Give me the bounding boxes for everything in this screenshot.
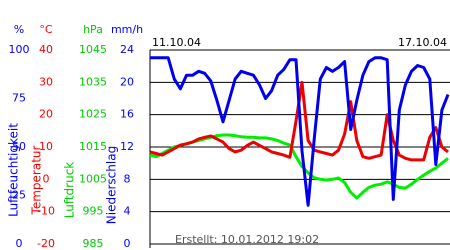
axis-unit: %	[14, 23, 24, 36]
y-tick-label: -10	[37, 205, 55, 218]
y-tick-label: 995	[83, 205, 104, 218]
y-tick-label: 24	[120, 43, 134, 56]
y-tick-label: 4	[124, 205, 131, 218]
footer: Erstellt: 10.01.2012 19:02	[175, 233, 319, 246]
axis-unit: °C	[39, 23, 53, 36]
y-tick-label: 20	[120, 75, 134, 88]
y-tick-label: -20	[37, 237, 55, 250]
y-tick-label: 0	[124, 237, 131, 250]
axis-title: Niederschlag	[105, 146, 119, 224]
y-tick-label: 30	[39, 75, 53, 88]
y-tick-label: 75	[12, 92, 26, 105]
axis-unit: hPa	[83, 23, 103, 36]
axis-title: Luftdruck	[63, 162, 77, 219]
y-tick-label: 0	[43, 172, 50, 185]
y-tick-label: 12	[120, 140, 134, 153]
end-date: 17.10.04	[398, 36, 447, 49]
y-tick-label: 40	[39, 43, 53, 56]
y-tick-label: 1025	[79, 108, 107, 121]
y-tick-label: 16	[120, 108, 134, 121]
y-tick-label: 1005	[79, 172, 107, 185]
start-date: 11.10.04	[152, 36, 201, 49]
y-tick-label: 1035	[79, 75, 107, 88]
axis-title: Temperatur	[30, 145, 44, 215]
axis-unit: mm/h	[111, 23, 143, 36]
y-tick-label: 985	[83, 237, 104, 250]
y-tick-label: 20	[39, 108, 53, 121]
y-tick-label: 0	[16, 237, 23, 250]
y-tick-label: 8	[124, 172, 131, 185]
data-line	[149, 133, 449, 200]
plot-area	[150, 50, 450, 248]
axis-title: Luftfeuchtigkeit	[7, 123, 21, 217]
y-tick-label: 25	[12, 189, 26, 202]
y-tick-label: 1045	[79, 43, 107, 56]
y-tick-label: 1015	[79, 140, 107, 153]
data-line	[150, 56, 450, 207]
y-tick-label: 50	[12, 140, 26, 153]
y-tick-label: 10	[39, 140, 53, 153]
y-tick-label: 100	[9, 43, 30, 56]
